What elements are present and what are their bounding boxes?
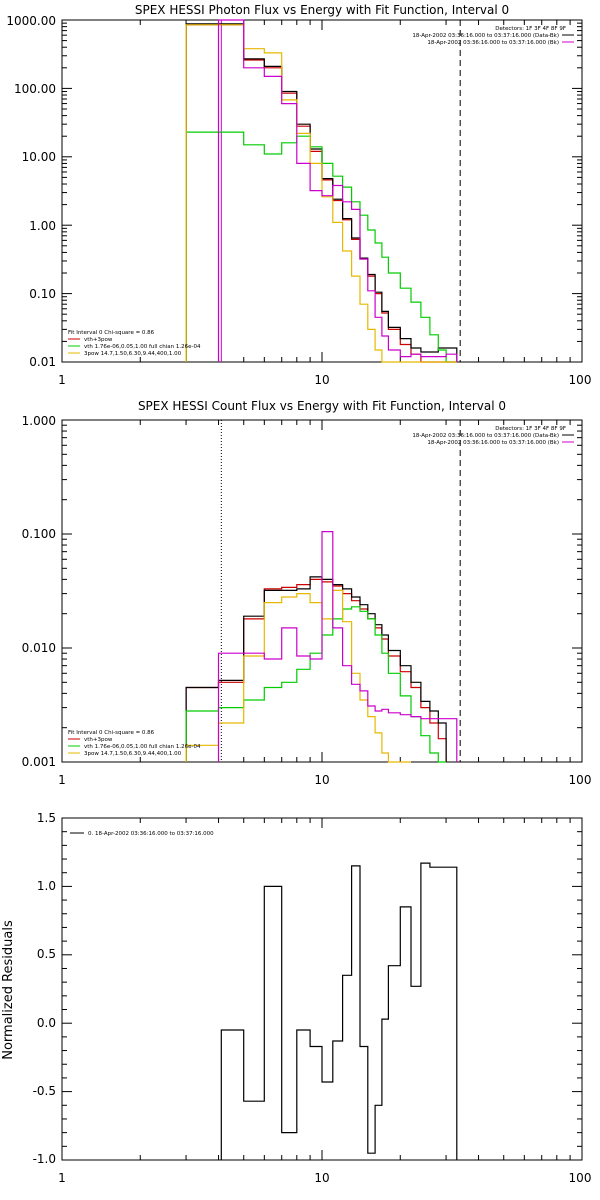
series-line: [185, 578, 447, 762]
residuals-panel: Normalized Residuals -1.0 -0.5 0.0 0.5 1…: [1, 811, 591, 1185]
x-tick-label: 1: [58, 1171, 66, 1185]
axis-ticks: [61, 817, 582, 1161]
y-tick-label: 0.100: [22, 527, 56, 541]
legend-entry: 0. 18-Apr-2002 03:36:16.000 to 03:37:16.…: [88, 831, 214, 837]
y-tick-label: 0.5: [37, 947, 56, 961]
legend-entry: Detectors: 1F 3F 4F 8F 9F: [495, 26, 566, 32]
y-tick-label: 1.00: [29, 219, 56, 233]
y-tick-labels: 0.01 0.10 1.00 10.00 100.00 1000.00: [6, 14, 56, 369]
series-line: [185, 606, 447, 763]
y-tick-label: -1.0: [33, 1152, 56, 1166]
plot-frame: [61, 817, 583, 1161]
x-tick-label: 1: [58, 373, 66, 387]
legend-bottom-left: Fit Interval 0 Chi-square = 0.86 vth+3po…: [68, 330, 201, 357]
x-tick-label: 100: [569, 1171, 592, 1185]
y-tick-label: 0.01: [29, 355, 56, 369]
y-tick-label: 0.10: [29, 287, 56, 301]
x-tick-labels: 1 10 100: [58, 373, 591, 387]
y-tick-label: 10.00: [22, 150, 56, 164]
legend-top-right: Detectors: 1F 3F 4F 8F 9F 18-Apr-2002 03…: [412, 426, 574, 446]
y-tick-label: 1000.00: [6, 14, 56, 28]
legend-entry: Fit Interval 0 Chi-square = 0.86: [68, 330, 155, 336]
x-tick-labels: 1 10 100: [58, 1171, 591, 1185]
series-line: [185, 589, 411, 763]
y-tick-label: 1.0: [37, 879, 56, 893]
legend-entry: 3pow 14.7,1.50,6.30,9.44,400,1.00: [84, 351, 182, 357]
chart-title: SPEX HESSI Photon Flux vs Energy with Fi…: [135, 3, 509, 17]
y-tick-labels: -1.0 -0.5 0.0 0.5 1.0 1.5: [33, 811, 56, 1166]
x-tick-label: 100: [569, 773, 592, 787]
y-tick-label: 0.001: [22, 755, 56, 769]
y-tick-label: 1.000: [22, 414, 56, 428]
y-tick-labels: 0.001 0.010 0.100 1.000: [22, 414, 56, 769]
y-tick-label: 0.010: [22, 641, 56, 655]
legend-top-left: 0. 18-Apr-2002 03:36:16.000 to 03:37:16.…: [70, 831, 214, 837]
legend-entry: Detectors: 1F 3F 4F 8F 9F: [495, 426, 566, 432]
y-tick-label: 1.5: [37, 811, 56, 825]
axis-ticks: [61, 19, 582, 363]
x-tick-label: 100: [569, 373, 592, 387]
series-line: [217, 531, 458, 762]
legend-bottom-left: Fit Interval 0 Chi-square = 0.86 vth+3po…: [68, 730, 201, 757]
y-tick-label: 0.0: [37, 1016, 56, 1030]
series-line: [185, 131, 457, 363]
reference-lines: [220, 20, 461, 362]
x-tick-label: 10: [314, 373, 329, 387]
series-line: [217, 19, 458, 362]
reference-lines: [220, 420, 461, 762]
x-tick-label: 10: [314, 1171, 329, 1185]
data-series: [185, 531, 458, 763]
photon-flux-panel: SPEX HESSI Photon Flux vs Energy with Fi…: [6, 3, 591, 387]
legend-top-right: Detectors: 1F 3F 4F 8F 9F 18-Apr-2002 03…: [412, 26, 574, 46]
x-tick-labels: 1 10 100: [58, 773, 591, 787]
legend-entry: 18-Apr-2002 03:36:16.000 to 03:37:16.000…: [412, 433, 559, 439]
legend-entry: vth+3pow: [84, 337, 113, 343]
x-tick-label: 10: [314, 773, 329, 787]
legend-entry: 18-Apr-2002 03:36:16.000 to 03:37:16.000…: [427, 440, 559, 446]
count-flux-panel: SPEX HESSI Count Flux vs Energy with Fit…: [22, 399, 592, 787]
series-line: [220, 862, 458, 1160]
legend-entry: 18-Apr-2002 03:36:16.000 to 03:37:16.000…: [412, 33, 559, 39]
legend-entry: 3pow 14.7,1.50,6.30,9.44,400,1.00: [84, 751, 182, 757]
legend-entry: Fit Interval 0 Chi-square = 0.86: [68, 730, 155, 736]
y-tick-label: -0.5: [33, 1084, 56, 1098]
legend-entry: vth 1.76e-06,0.05,1.00 full chian 1.26e-…: [84, 344, 201, 350]
data-series: [185, 19, 458, 363]
y-axis-label: Normalized Residuals: [1, 920, 16, 1060]
legend-entry: vth 1.76e-06,0.05,1.00 full chian 1.26e-…: [84, 744, 201, 750]
chart-title: SPEX HESSI Count Flux vs Energy with Fit…: [138, 399, 506, 413]
series-line: [185, 576, 447, 762]
series-line: [185, 24, 457, 363]
legend-entry: vth+3pow: [84, 737, 113, 743]
y-tick-label: 100.00: [14, 82, 56, 96]
legend-entry: 18-Apr-2002 03:36:16.000 to 03:37:16.000…: [427, 40, 559, 46]
data-series: [220, 862, 458, 1160]
x-tick-label: 1: [58, 773, 66, 787]
